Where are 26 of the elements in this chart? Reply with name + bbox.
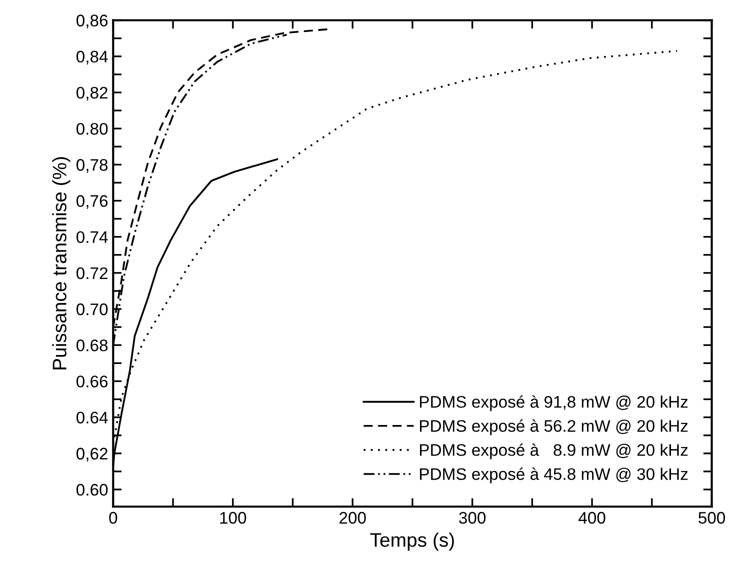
x-tick-label: 100 bbox=[220, 512, 246, 524]
y-tick-label: 0.74 bbox=[76, 231, 108, 244]
legend-label: PDMS exposé à 56.2 mW @ 20 kHz bbox=[420, 419, 688, 436]
y-tick-label: 0.70 bbox=[76, 303, 108, 316]
y-tick-label: 0,62 bbox=[76, 448, 108, 462]
y-tick-label: 0.72 bbox=[76, 267, 108, 280]
y-tick-label: 0.80 bbox=[76, 122, 108, 135]
legend-label: PDMS exposé à 8.9 mW @ 20 kHz bbox=[420, 443, 688, 460]
y-axis-title: Puissance transmise (%) bbox=[52, 157, 70, 370]
y-tick-label: 0,84 bbox=[76, 50, 108, 65]
y-tick-label: 0,82 bbox=[76, 86, 108, 101]
legend-label: PDMS exposé à 45.8 mW @ 30 kHz bbox=[420, 468, 688, 484]
y-tick-label: 0.60 bbox=[76, 484, 108, 496]
x-tick-label: 0 bbox=[109, 512, 118, 524]
legend-label: PDMS exposé à 91,8 mW @ 20 kHz bbox=[420, 395, 688, 412]
x-tick-label: 500 bbox=[698, 512, 726, 524]
x-tick-label: 400 bbox=[578, 512, 606, 524]
x-tick-label: 300 bbox=[459, 512, 486, 524]
x-tick-label: 200 bbox=[340, 512, 366, 524]
x-axis-title: Temps (s) bbox=[370, 532, 454, 551]
y-tick-label: 0,78 bbox=[76, 159, 108, 173]
y-tick-label: 0.68 bbox=[76, 340, 108, 352]
y-tick-label: 0.66 bbox=[76, 376, 108, 388]
y-tick-label: 0,76 bbox=[76, 195, 108, 209]
y-tick-label: 0.64 bbox=[76, 412, 108, 424]
y-tick-label: 0,86 bbox=[76, 14, 108, 28]
